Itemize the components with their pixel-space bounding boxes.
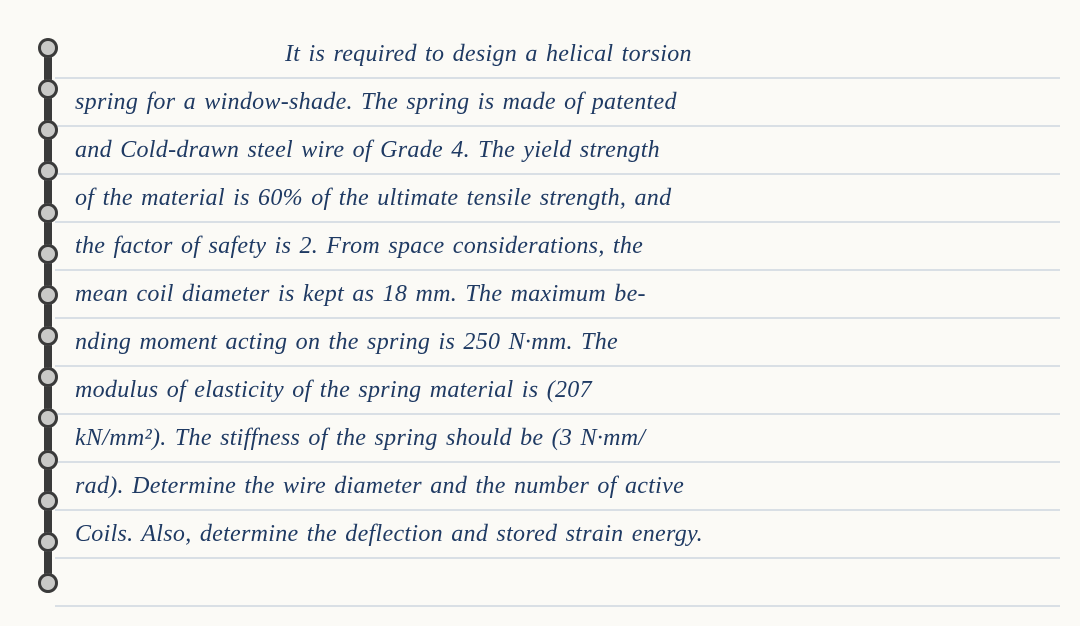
text-line: modulus of elasticity of the spring mate… [75, 366, 1040, 414]
binding-hole [38, 573, 58, 593]
text-line: It is required to design a helical torsi… [75, 30, 1040, 78]
text-line: nding moment acting on the spring is 250… [75, 318, 1040, 366]
binding-hole [38, 326, 58, 346]
binding-hole [38, 532, 58, 552]
binding-hole [38, 491, 58, 511]
text-line: of the material is 60% of the ultimate t… [75, 174, 1040, 222]
text-line: Coils. Also, determine the deflection an… [75, 510, 1040, 558]
spiral-binding [44, 38, 52, 593]
text-line: spring for a window-shade. The spring is… [75, 78, 1040, 126]
binding-hole [38, 79, 58, 99]
binding-hole [38, 244, 58, 264]
problem-text: It is required to design a helical torsi… [70, 30, 1040, 558]
text-line: kN/mm²). The stiffness of the spring sho… [75, 414, 1040, 462]
text-line: mean coil diameter is kept as 18 mm. The… [75, 270, 1040, 318]
binding-hole [38, 285, 58, 305]
text-line: and Cold-drawn steel wire of Grade 4. Th… [75, 126, 1040, 174]
text-line: rad). Determine the wire diameter and th… [75, 462, 1040, 510]
handwritten-page: It is required to design a helical torsi… [0, 0, 1080, 626]
binding-hole [38, 450, 58, 470]
binding-hole [38, 203, 58, 223]
text-line: the factor of safety is 2. From space co… [75, 222, 1040, 270]
binding-hole [38, 38, 58, 58]
